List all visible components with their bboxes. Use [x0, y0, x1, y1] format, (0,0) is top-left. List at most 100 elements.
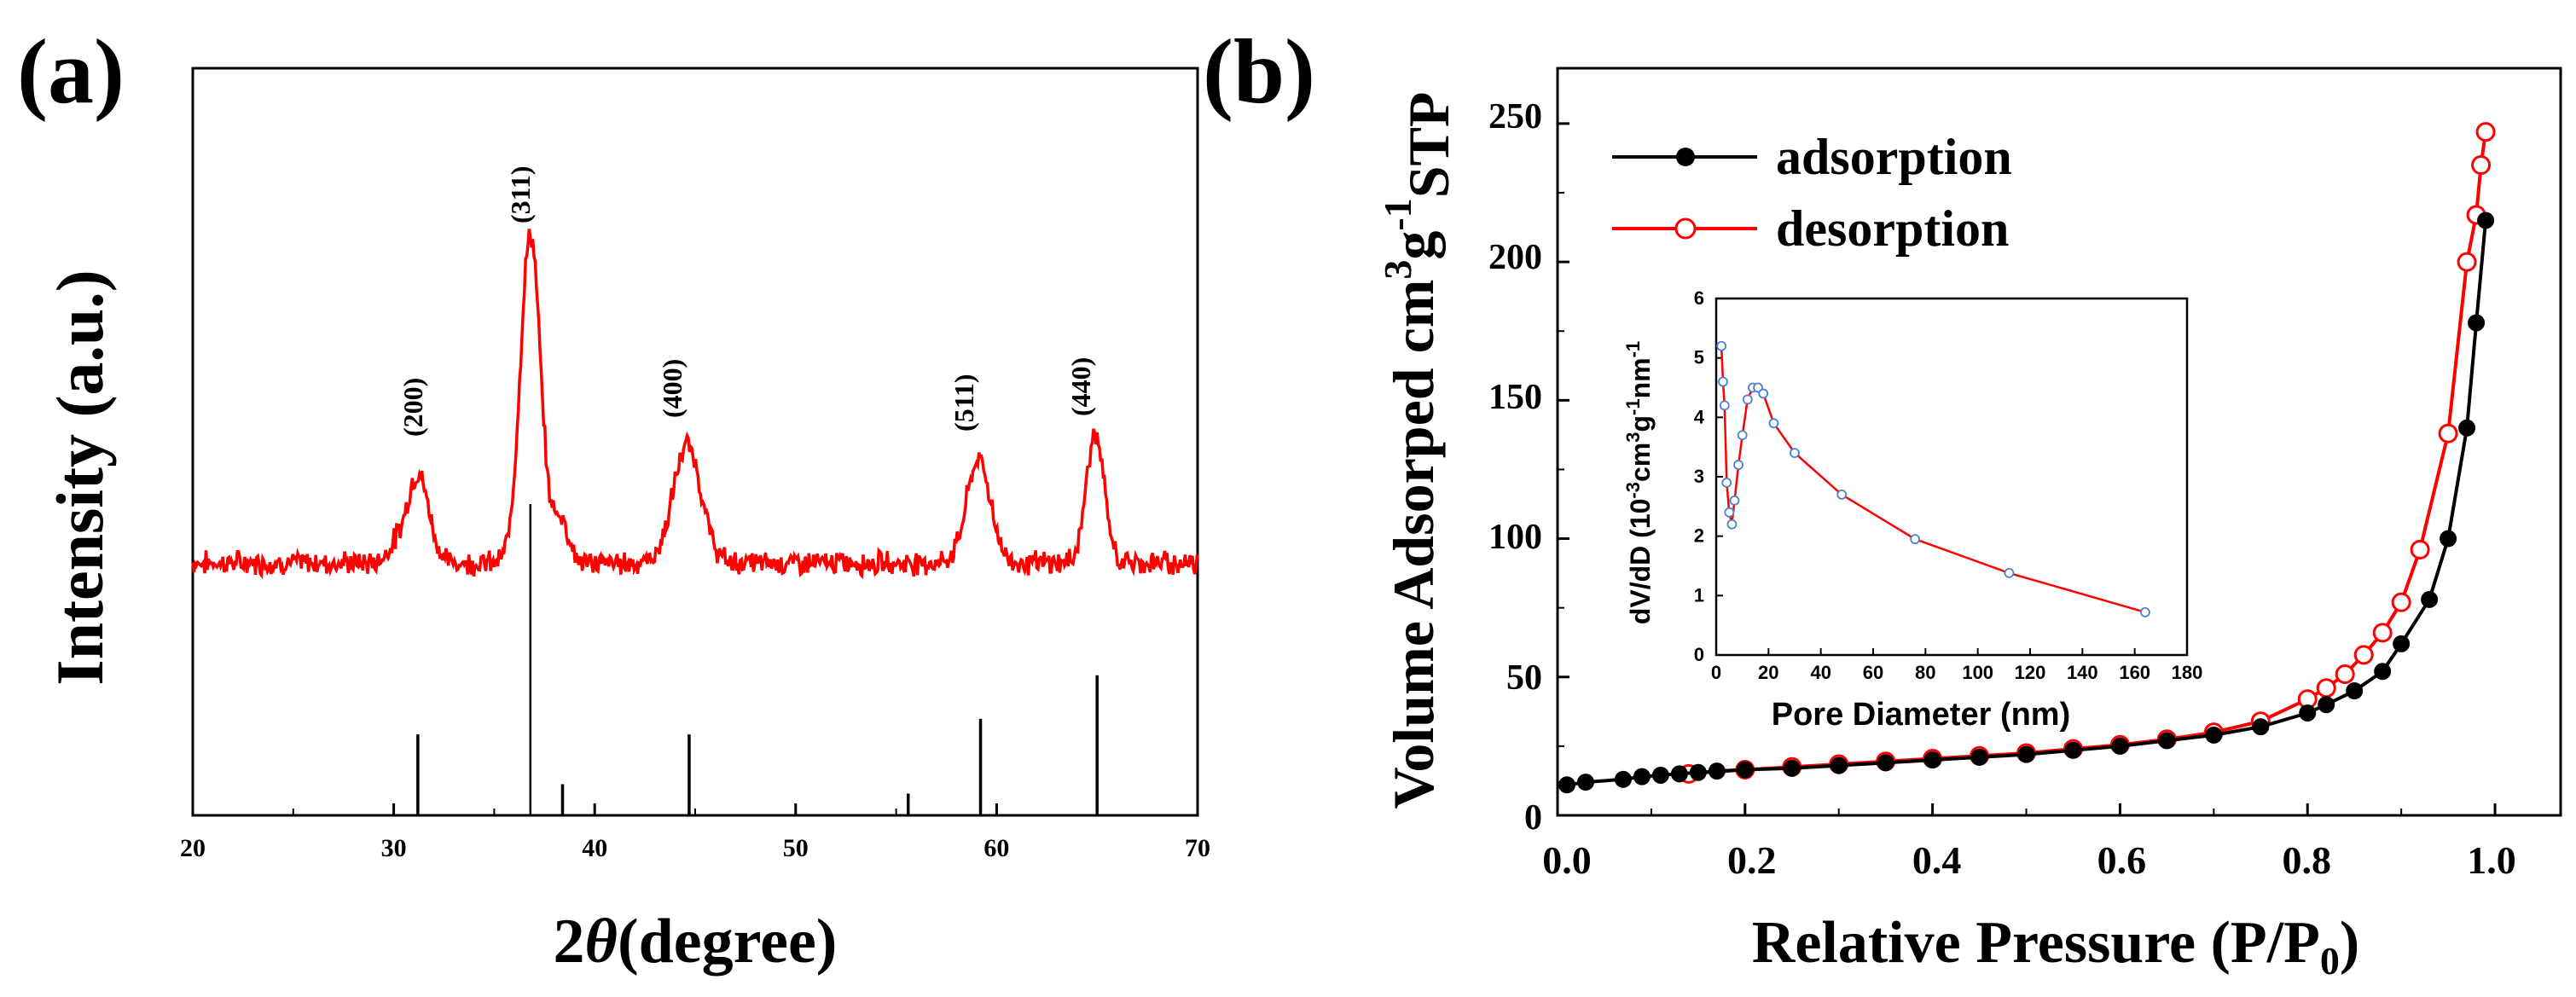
pore-distribution-point	[2004, 567, 2015, 578]
pore-y-tick-label: 0	[1694, 644, 1704, 665]
adsorption-point	[2205, 726, 2223, 744]
adsorption-point	[1923, 751, 1941, 769]
pore-inset-background	[1713, 299, 2187, 655]
xrd-peak-label: (311)	[505, 165, 536, 223]
isotherm-series	[1558, 122, 2496, 794]
adsorption-point	[2064, 741, 2082, 759]
adsorption-point	[1783, 759, 1801, 777]
isotherm-x-axis-label-close: )	[2340, 910, 2359, 976]
pore-y-label-part: dV/dD (10	[1625, 499, 1656, 625]
adsorption-point	[1614, 770, 1632, 788]
pore-y-label-sup: -1	[1622, 398, 1644, 415]
desorption-point	[2410, 540, 2430, 560]
xrd-peak-label: (511)	[949, 374, 979, 432]
adsorption-point	[1576, 774, 1594, 791]
isotherm-legend: adsorption desorption	[1612, 129, 2012, 257]
pore-x-tick-label: 180	[2172, 662, 2203, 683]
adsorption-point	[1970, 748, 1988, 766]
legend-label-adsorption: adsorption	[1776, 129, 2012, 185]
pore-distribution-point	[1742, 394, 1753, 405]
desorption-point	[2372, 623, 2393, 643]
isotherm-x-axis-label-sub: 0	[2320, 939, 2340, 983]
adsorption-point	[2318, 696, 2335, 714]
adsorption-point	[1708, 762, 1726, 780]
desorption-point	[2438, 423, 2458, 443]
xrd-x-axis-label: 2θ(degree)	[554, 907, 838, 977]
adsorption-point	[1633, 768, 1651, 785]
adsorption-point	[2468, 314, 2486, 332]
desorption-point	[2316, 678, 2336, 698]
pore-distribution-point	[1718, 376, 1728, 387]
adsorption-point	[2421, 590, 2439, 608]
pore-y-label-part: nm	[1625, 357, 1656, 398]
xrd-peak-label: (400)	[657, 359, 688, 418]
desorption-point	[2353, 645, 2374, 665]
isotherm-x-tick-label: 0.8	[2282, 838, 2331, 882]
desorption-point	[2471, 155, 2492, 176]
pore-distribution-point	[1729, 495, 1740, 506]
pore-x-tick-label: 80	[1915, 662, 1935, 683]
isotherm-x-tick-label: 0.6	[2097, 838, 2147, 882]
desorption-point	[2457, 252, 2477, 272]
pore-x-tick-label: 40	[1810, 662, 1830, 683]
pore-distribution-point	[1790, 448, 1800, 459]
adsorption-point	[1689, 763, 1707, 781]
xrd-x-tick-label: 70	[1185, 834, 1210, 862]
pore-inset: 0 20 40 60 80 100 120 140 160 180 0 1 2 …	[1622, 287, 2202, 733]
isotherm-y-tick-labels: 0 50 100 150 200 250	[1488, 97, 1542, 838]
pore-distribution-point	[1733, 460, 1743, 470]
isotherm-x-tick-label: 1.0	[2467, 838, 2516, 882]
xrd-peak-label: (200)	[397, 378, 428, 437]
xrd-x-tick-label: 50	[783, 834, 809, 862]
pore-y-tick-label: 5	[1694, 347, 1704, 368]
pore-distribution-point	[1719, 400, 1730, 411]
isotherm-ticks	[1556, 122, 2497, 817]
pore-y-tick-label: 6	[1694, 287, 1704, 309]
xrd-x-axis-label-number: 2	[554, 907, 585, 977]
panel-b: (b) 0.0 0.2 0.4 0.6 0.8 1.0 0 50 100 150…	[1203, 21, 2562, 983]
legend-marker-adsorption	[1676, 148, 1695, 166]
xrd-x-tick-label: 60	[983, 834, 1009, 862]
xrd-reference-lines	[416, 504, 1099, 815]
isotherm-y-tick-label: 100	[1488, 518, 1542, 557]
xrd-y-axis-label: Intensity (a.u.)	[43, 270, 117, 686]
pore-distribution-point	[1737, 430, 1748, 441]
pore-distribution-point	[1724, 507, 1735, 518]
legend-marker-desorption	[1674, 217, 1697, 240]
pore-distribution-point	[1716, 340, 1727, 351]
xrd-x-tick-label: 20	[180, 834, 206, 862]
adsorption-point	[1558, 776, 1575, 794]
legend-label-desorption: desorption	[1776, 200, 2009, 257]
pore-y-label-sup: -3	[1622, 482, 1644, 499]
adsorption-point	[2158, 732, 2176, 750]
isotherm-y-tick-label: 250	[1488, 97, 1542, 136]
pore-distribution-point	[1721, 478, 1732, 488]
pore-distribution-point	[2140, 606, 2150, 617]
adsorption-point	[1877, 754, 1894, 772]
adsorption-point	[2252, 718, 2270, 736]
isotherm-plot-frame	[1556, 67, 2562, 817]
xrd-peak-label: (440)	[1065, 357, 1096, 416]
pore-distribution-point	[1836, 490, 1848, 500]
pore-y-label-sup: 3	[1622, 432, 1644, 443]
xrd-x-axis-label-unit: (degree)	[618, 907, 837, 977]
pore-x-tick-label: 120	[2015, 662, 2046, 683]
adsorption-point	[1651, 766, 1669, 784]
pore-distribution-point	[1910, 534, 1920, 545]
panel-a: (a) 20 30 40 50 60 70 2θ(degree) Intensi…	[17, 21, 1210, 977]
pore-y-tick-label: 3	[1694, 466, 1704, 487]
pore-x-tick-label: 100	[1962, 662, 1993, 683]
pore-series	[1716, 340, 2150, 617]
adsorption-point	[2393, 635, 2411, 652]
pore-x-tick-label: 20	[1758, 662, 1778, 683]
xrd-x-tick-label: 30	[381, 834, 407, 862]
isotherm-y-tick-label: 0	[1524, 798, 1542, 838]
isotherm-y-axis-label-g: g	[1381, 231, 1446, 260]
pore-y-label-part: cm	[1625, 443, 1656, 482]
desorption-point	[2391, 592, 2411, 612]
panel-a-label: (a)	[17, 21, 125, 123]
xrd-x-tick-labels: 20 30 40 50 60 70	[180, 834, 1210, 862]
desorption-point	[2475, 122, 2496, 142]
pore-x-tick-label: 140	[2067, 662, 2098, 683]
